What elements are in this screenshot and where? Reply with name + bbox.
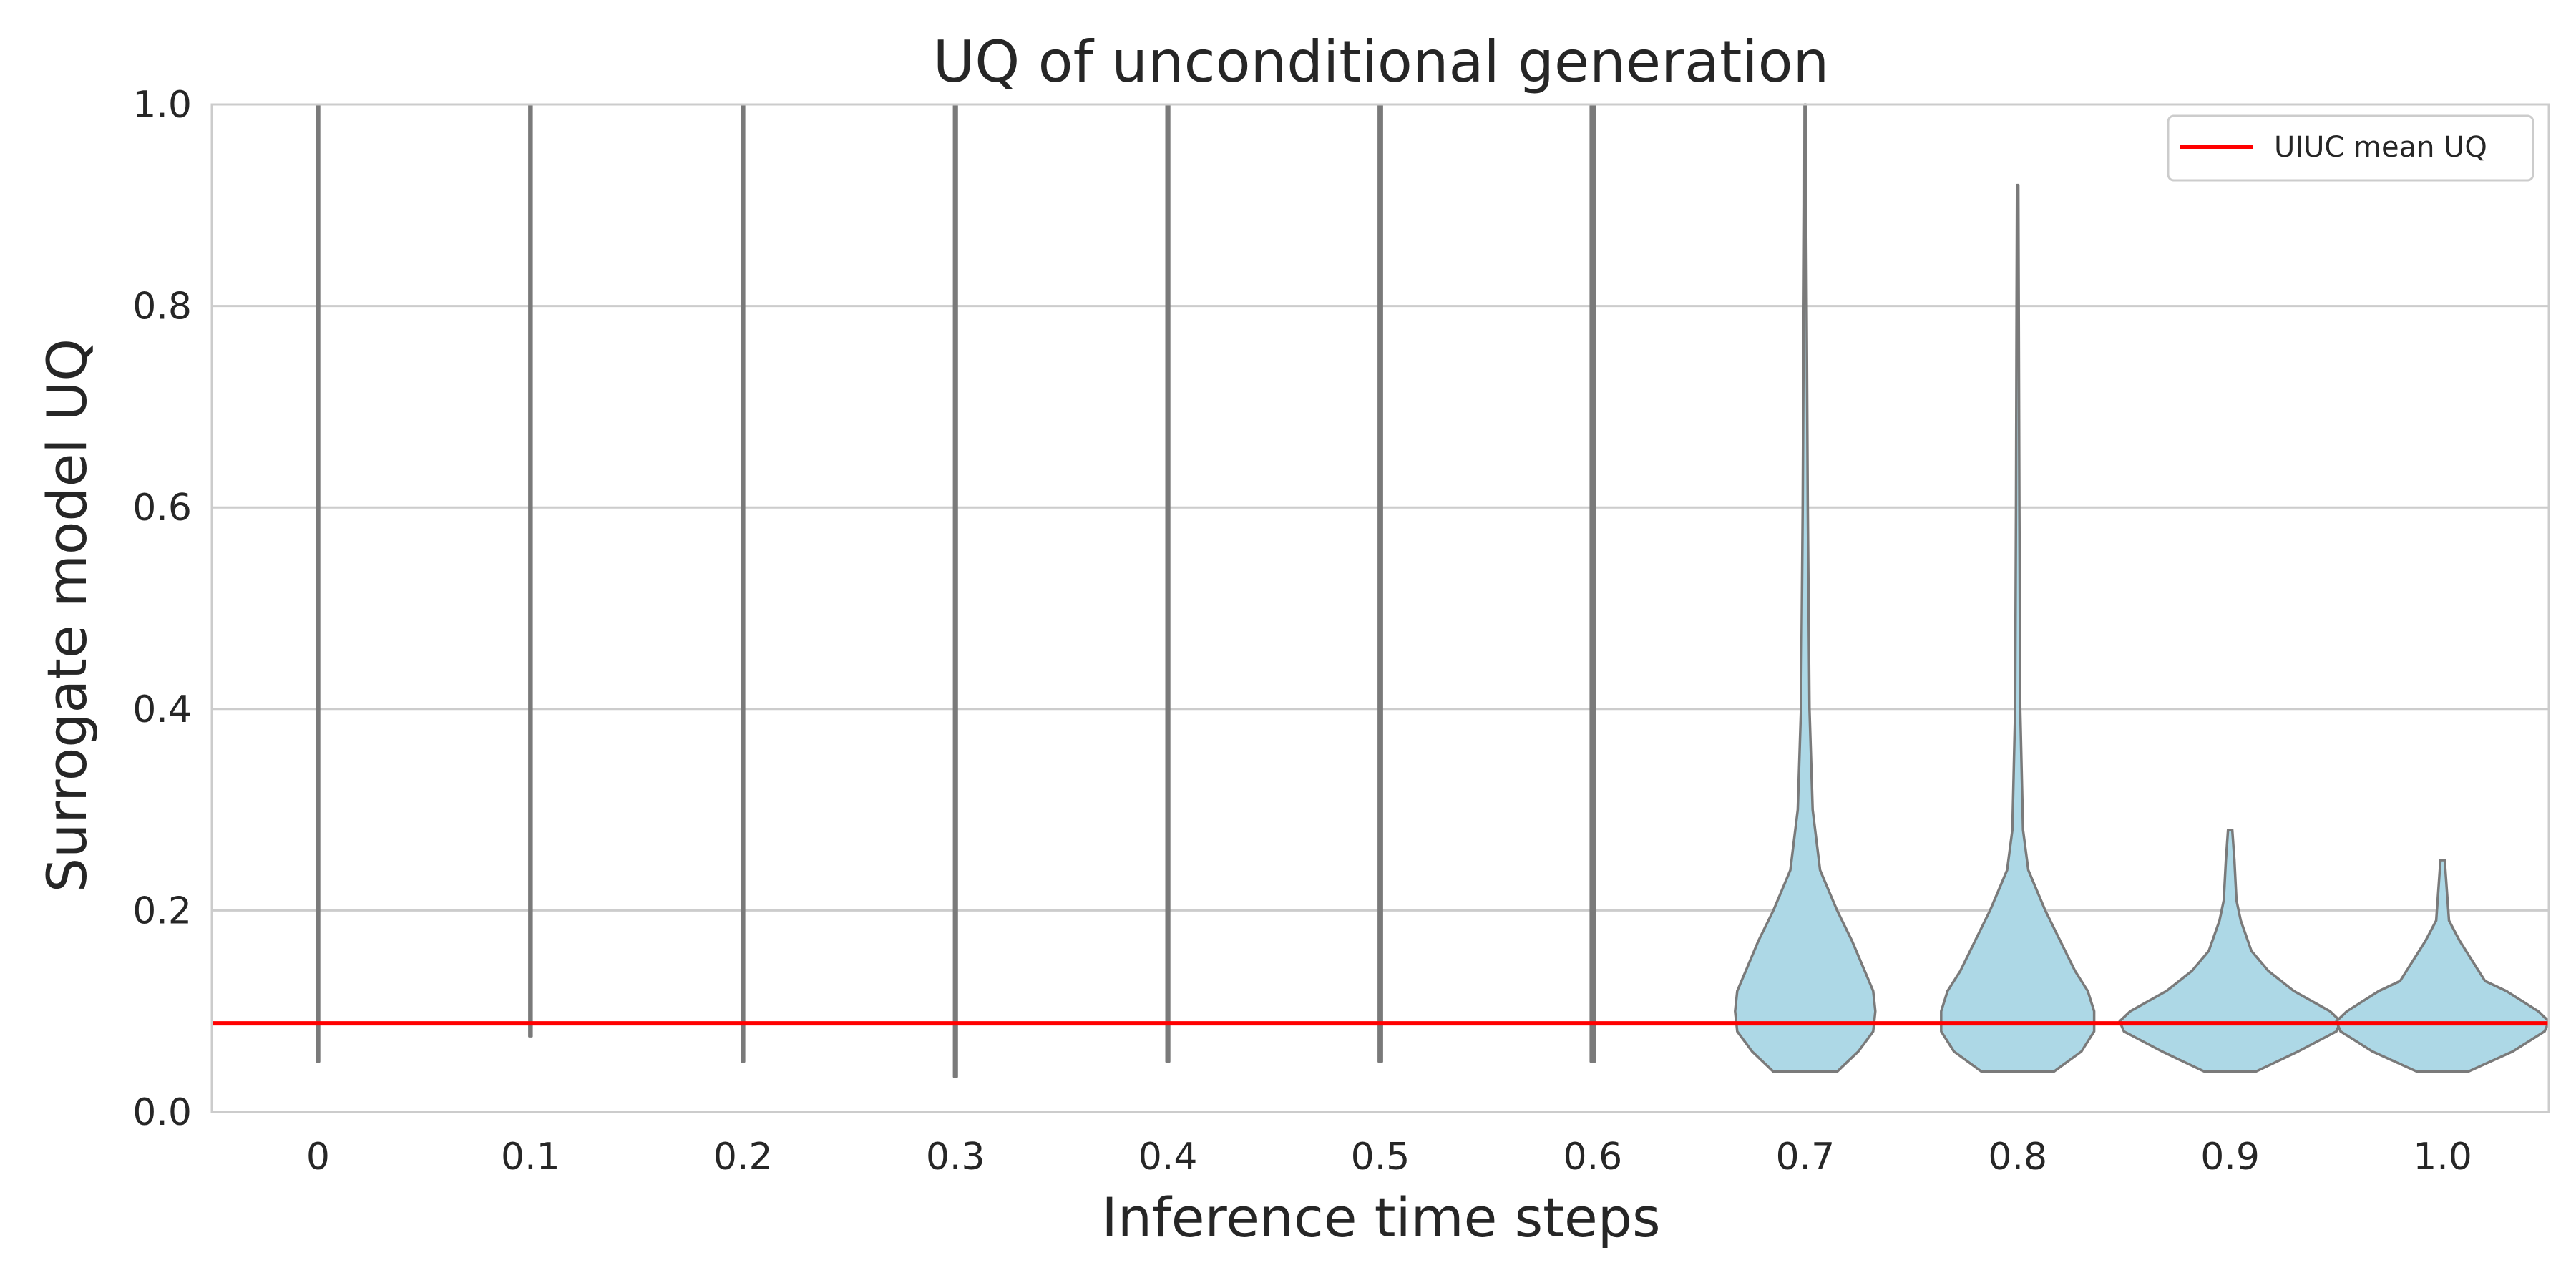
y-tick-label-0.6: 0.6 (132, 487, 192, 530)
y-tick-labels: 0.0 0.2 0.4 0.6 0.8 1.0 (132, 84, 192, 1134)
x-tick-label-0.7: 0.7 (1775, 1136, 1835, 1179)
x-tick-label-0.5: 0.5 (1351, 1136, 1410, 1179)
legend-box (2167, 114, 2534, 182)
x-tick-label-0.1: 0.1 (501, 1136, 560, 1179)
x-tick-label-0.8: 0.8 (1988, 1136, 2047, 1179)
y-tick-label-0.4: 0.4 (132, 688, 192, 731)
x-tick-label-0.6: 0.6 (1563, 1136, 1623, 1179)
violin-0.5 (1377, 103, 1383, 1063)
violin-0.1 (528, 103, 533, 1038)
x-tick-label-0.3: 0.3 (926, 1136, 985, 1179)
y-tick-label-1.0: 1.0 (132, 84, 192, 127)
violins (316, 103, 2550, 1078)
x-tick-label-0.9: 0.9 (2200, 1136, 2260, 1179)
violin-0.8 (1940, 183, 2096, 1073)
x-tick-label-0.2: 0.2 (713, 1136, 773, 1179)
x-tick-label-0: 0 (306, 1136, 330, 1179)
chart-title: UQ of unconditional generation (933, 29, 1830, 95)
x-tick-labels: 0 0.1 0.2 0.3 0.4 0.5 0.6 0.7 0.8 0.9 1.0 (306, 1136, 2472, 1179)
legend: UIUC mean UQ (2167, 114, 2534, 182)
x-tick-label-1.0: 1.0 (2413, 1136, 2472, 1179)
violin-0 (316, 103, 321, 1063)
legend-label-uiuc-mean-uq: UIUC mean UQ (2274, 131, 2487, 164)
plot-frame (210, 103, 2550, 1113)
violin-0.4 (1165, 103, 1171, 1063)
x-tick-label-0.4: 0.4 (1138, 1136, 1198, 1179)
x-axis-label: Inference time steps (1101, 1186, 1660, 1249)
y-tick-label-0.2: 0.2 (132, 889, 192, 932)
violin-0.6 (1589, 103, 1596, 1063)
y-axis-label: Surrogate model UQ (35, 338, 99, 892)
violin-0.2 (741, 103, 746, 1063)
y-tick-label-0.8: 0.8 (132, 286, 192, 328)
violin-0.3 (952, 103, 958, 1078)
y-tick-label-0.0: 0.0 (132, 1091, 192, 1134)
